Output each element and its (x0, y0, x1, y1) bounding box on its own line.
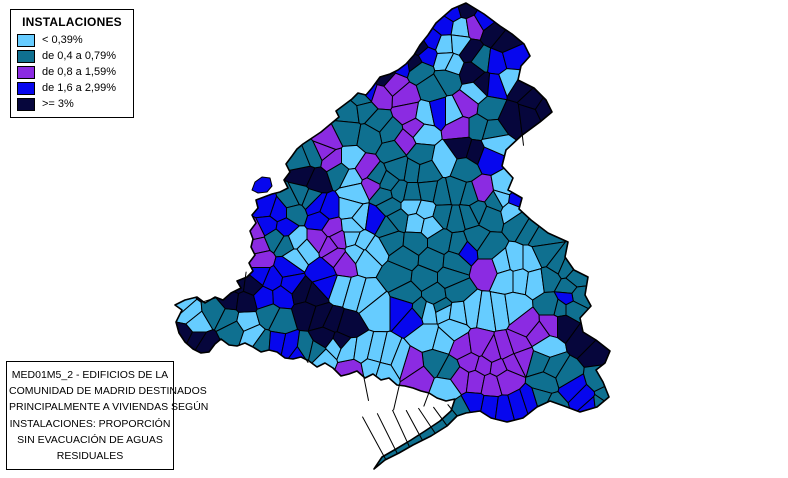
legend-items: < 0,39% de 0,4 a 0,79% de 0,8 a 1,59% de 1,… (11, 32, 133, 112)
legend-title: INSTALACIONES (22, 15, 122, 29)
caption-line: SIN EVACUACIÓN DE AGUAS (17, 433, 163, 446)
legend-item-label: de 1,6 a 2,99% (42, 82, 117, 94)
map-caption: MED01M5_2 - EDIFICIOS DE LA COMUNIDAD DE … (6, 361, 209, 471)
legend: INSTALACIONES < 0,39% de 0,4 a 0,79% de 0,… (10, 9, 134, 118)
legend-item: de 1,6 a 2,99% (11, 80, 133, 96)
legend-item: >= 3% (11, 96, 133, 112)
municipality-polygon (392, 409, 410, 455)
caption-line: COMUNIDAD DE MADRID DESTINADOS (9, 385, 207, 398)
legend-item: de 0,4 a 0,79% (11, 48, 133, 64)
legend-swatch (17, 65, 35, 79)
legend-item-label: de 0,8 a 1,59% (42, 66, 117, 78)
municipality-polygon (235, 290, 258, 313)
caption-line: MED01M5_2 - EDIFICIOS DE LA (11, 369, 169, 381)
caption-line: INSTALACIONES: PROPORCIÓN (9, 417, 171, 430)
municipality-polygon (376, 413, 398, 461)
legend-item-label: de 0,4 a 0,79% (42, 50, 117, 62)
legend-item-label: >= 3% (42, 98, 74, 110)
municipality-polygon (248, 250, 277, 268)
caption-line: RESIDUALES (56, 450, 124, 463)
municipality-exclave (251, 176, 273, 194)
municipality-polygon (306, 228, 328, 254)
legend-item-label: < 0,39% (42, 34, 83, 46)
legend-item: de 0,8 a 1,59% (11, 64, 133, 80)
region-outline (174, 2, 611, 470)
legend-swatch (17, 49, 35, 63)
legend-swatch (17, 81, 35, 95)
caption-line: PRINCIPALMENTE A VIVIENDAS SEGÚN (9, 401, 209, 414)
legend-swatch (17, 33, 35, 47)
legend-item: < 0,39% (11, 32, 133, 48)
legend-swatch (17, 97, 35, 111)
